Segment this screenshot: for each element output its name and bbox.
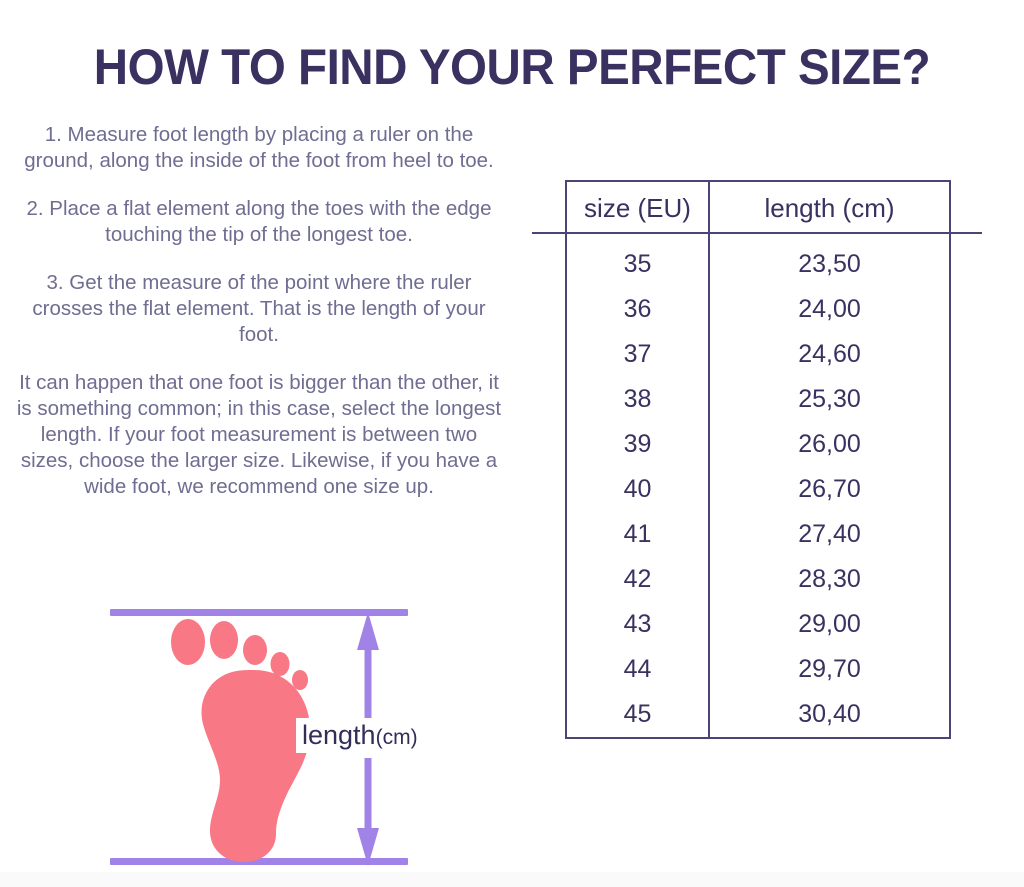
cell-size: 45 [566, 692, 710, 738]
cell-length: 24,60 [798, 340, 861, 368]
cell-length: 27,40 [798, 520, 861, 548]
cell-length: 29,70 [798, 655, 861, 683]
instruction-step-1: 1. Measure foot length by placing a rule… [24, 123, 494, 172]
length-label-unit: (cm) [375, 726, 418, 749]
ruler-line-top [110, 609, 408, 616]
instruction-note: It can happen that one foot is bigger th… [16, 371, 502, 498]
cell-size: 42 [566, 557, 710, 602]
table-row: 35 23,50 [566, 234, 950, 287]
cell-length: 29,00 [798, 610, 861, 638]
table-header-row: size (EU) length (cm) [566, 181, 950, 234]
size-chart-table: size (EU) length (cm) 35 23,50 36 24,00 … [565, 180, 951, 739]
table-row: 37 24,60 [566, 332, 950, 377]
table-row: 41 27,40 [566, 512, 950, 557]
table-body: 35 23,50 36 24,00 37 24,60 38 25,30 39 [566, 234, 950, 738]
cell-size: 35 [566, 234, 710, 287]
footprint-icon [171, 619, 311, 862]
instruction-step-3: 3. Get the measure of the point where th… [32, 271, 486, 346]
cell-size: 38 [566, 377, 710, 422]
table-row: 44 29,70 [566, 647, 950, 692]
page-title: HOW TO FIND YOUR PERFECT SIZE? [93, 38, 931, 95]
table-header-size: size (EU) [566, 181, 710, 234]
size-chart-table-container: size (EU) length (cm) 35 23,50 36 24,00 … [532, 180, 982, 739]
cell-length: 25,30 [798, 385, 861, 413]
cell-size: 44 [566, 647, 710, 692]
table-header-length: length (cm) [764, 192, 895, 223]
ruler-line-bottom [110, 858, 408, 865]
length-measure-label: length(cm) [296, 718, 424, 753]
table-row: 38 25,30 [566, 377, 950, 422]
cell-size: 41 [566, 512, 710, 557]
table-row: 36 24,00 [566, 287, 950, 332]
table-row: 39 26,00 [566, 422, 950, 467]
foot-measurement-diagram: length(cm) [100, 600, 430, 880]
cell-size: 36 [566, 287, 710, 332]
cell-length: 23,50 [798, 250, 861, 278]
cell-length: 28,30 [798, 565, 861, 593]
table-row: 45 30,40 [566, 692, 950, 738]
cell-size: 40 [566, 467, 710, 512]
instructions-column: 1. Measure foot length by placing a rule… [12, 122, 506, 500]
table-row: 42 28,30 [566, 557, 950, 602]
table-row: 43 29,00 [566, 602, 950, 647]
cell-length: 30,40 [798, 700, 861, 728]
instruction-step-2: 2. Place a flat element along the toes w… [26, 197, 492, 246]
cell-length: 24,00 [798, 295, 861, 323]
double-arrow-vertical-icon [357, 612, 379, 866]
cell-size: 39 [566, 422, 710, 467]
cell-size: 37 [566, 332, 710, 377]
cell-length: 26,70 [798, 475, 861, 503]
cell-length: 26,00 [798, 430, 861, 458]
cell-size: 43 [566, 602, 710, 647]
table-row: 40 26,70 [566, 467, 950, 512]
length-label-text: length [302, 720, 376, 750]
bottom-strip [0, 872, 1024, 887]
table-header-divider-rule [532, 232, 982, 234]
